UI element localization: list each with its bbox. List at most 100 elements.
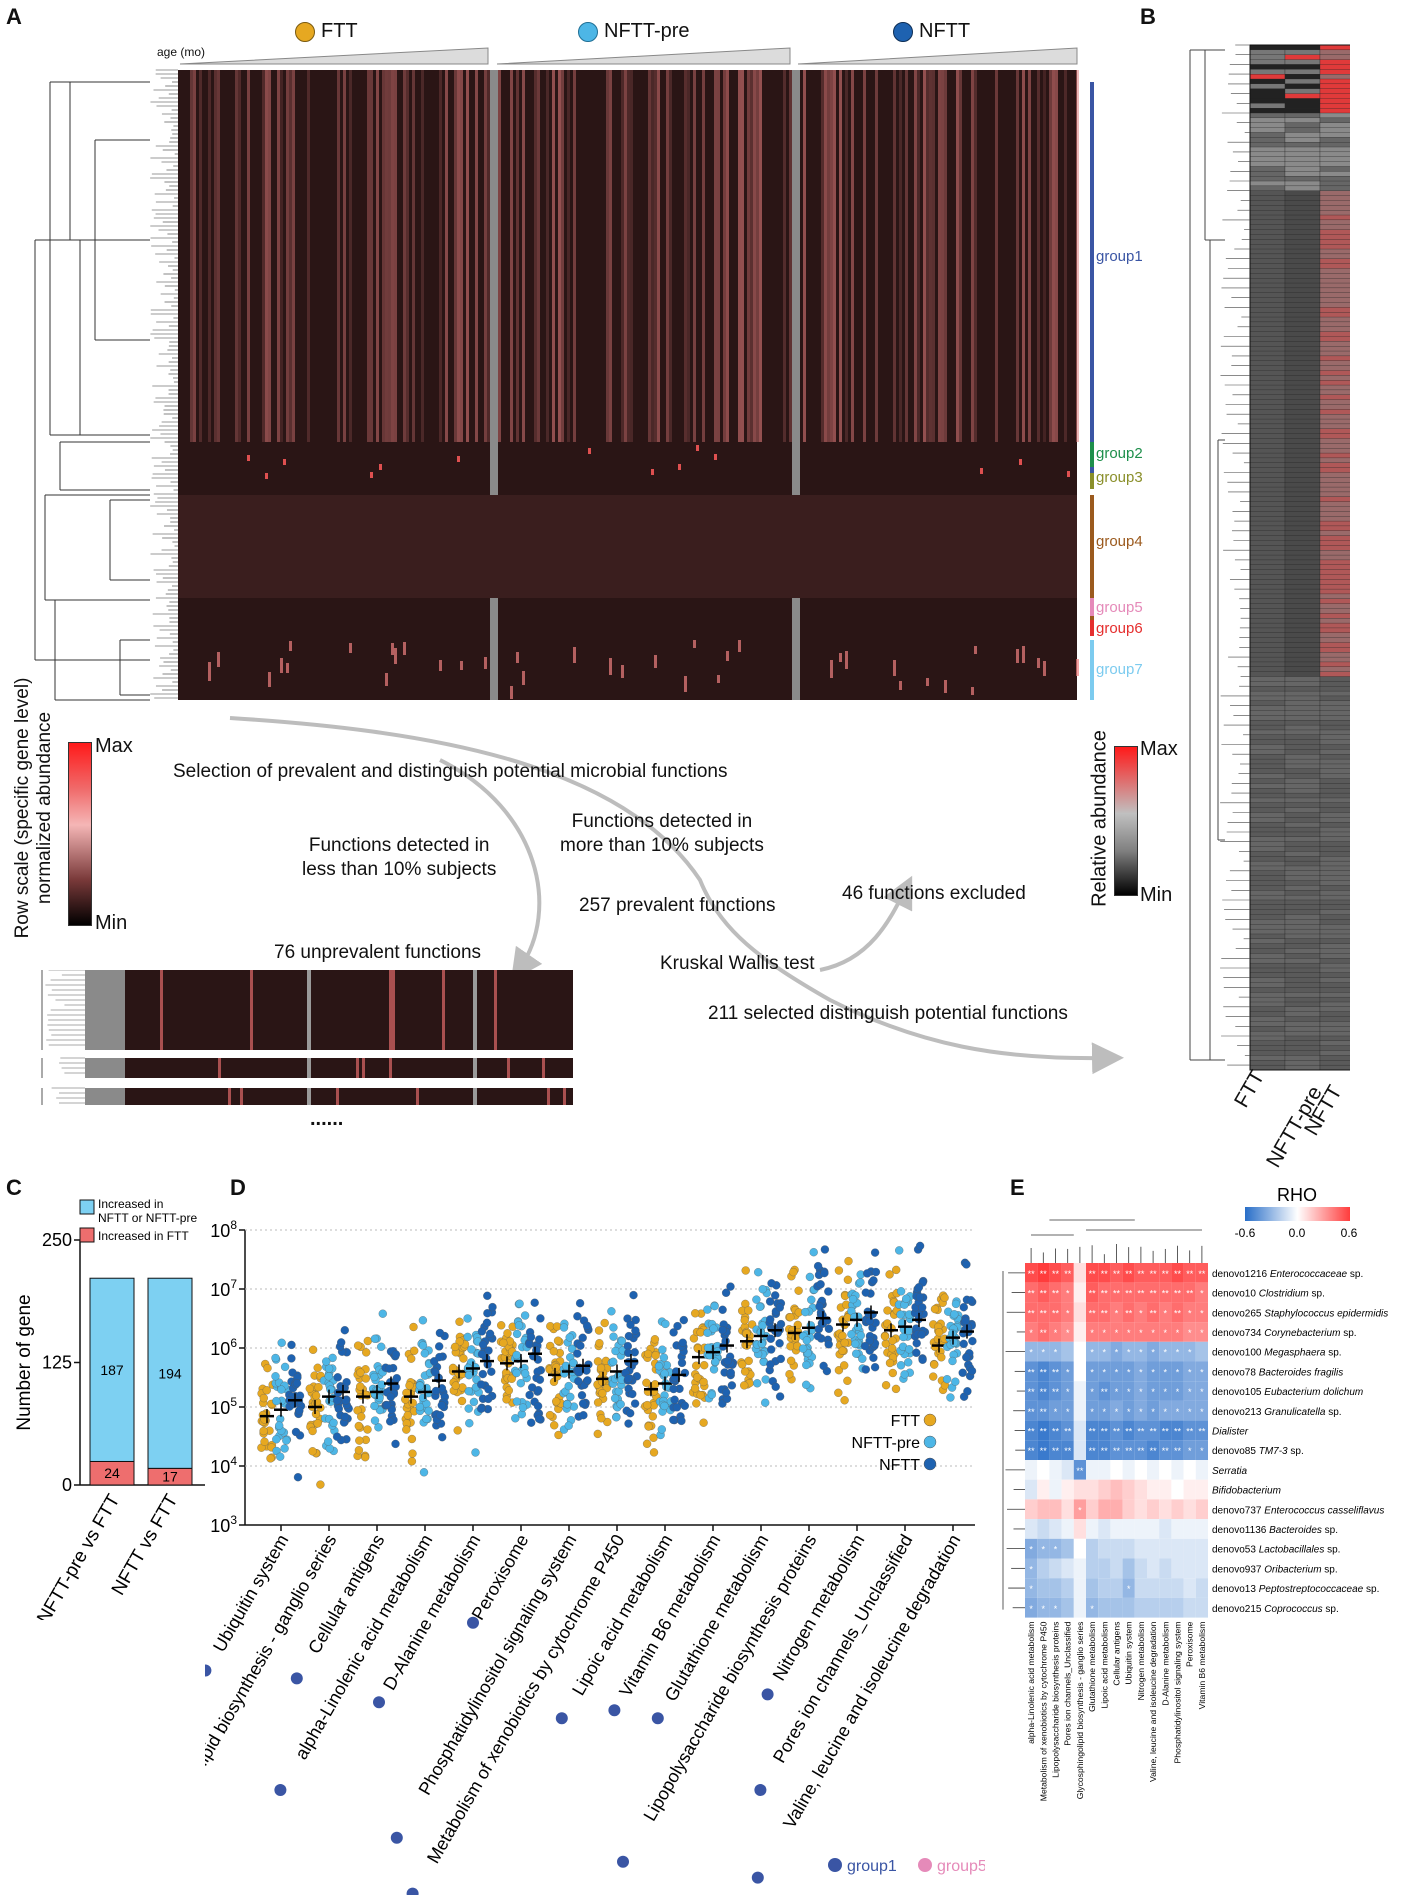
e-heatmap-cell <box>1122 1440 1135 1460</box>
panel-b-heatmap-cell <box>1284 491 1321 498</box>
heatmap-cell <box>783 70 786 442</box>
mini-heatmap-cell <box>336 1088 339 1105</box>
e-row-label: denovo265 Staphylococcus epidermidis <box>1212 1308 1388 1319</box>
cluster-bar-group4 <box>1090 495 1094 635</box>
e-heatmap-cell <box>1183 1440 1196 1460</box>
e-significance-mark: * <box>1139 1308 1143 1318</box>
e-heatmap-cell <box>1195 1460 1208 1480</box>
panel-b-heatmap-cell <box>1284 389 1321 396</box>
panel-b-heatmap-cell <box>1284 953 1321 959</box>
panel-b-heatmap-cell <box>1319 588 1350 595</box>
d-data-point <box>758 1321 767 1330</box>
e-significance-mark: * <box>1066 1308 1070 1318</box>
heatmap-cell <box>235 70 238 442</box>
d-data-point <box>403 1411 412 1420</box>
e-heatmap-cell <box>1037 1341 1050 1362</box>
panel-b-heatmap-cell <box>1319 885 1350 891</box>
panel-b-heatmap-cell <box>1284 647 1321 653</box>
heatmap-cell <box>693 640 696 648</box>
panel-b-heatmap-cell <box>1319 137 1350 143</box>
panel-b-heatmap-cell <box>1284 486 1321 493</box>
e-significance-mark: * <box>1139 1387 1143 1397</box>
panel-b-svg <box>1189 44 1350 1071</box>
panel-b-heatmap-cell <box>1284 78 1321 85</box>
cluster-label-group4: group4 <box>1096 533 1143 550</box>
panel-a-legend-bar <box>68 742 92 926</box>
panel-b-heatmap-cell <box>1319 661 1350 668</box>
d-data-point <box>575 1299 585 1308</box>
e-significance-mark: ** <box>1064 1269 1072 1279</box>
d-data-point <box>658 1345 667 1354</box>
panel-b-heatmap-cell <box>1319 93 1350 99</box>
e-heatmap-cell <box>1061 1263 1074 1283</box>
mini-heatmap-cell <box>547 1088 550 1105</box>
panel-b-heatmap-cell <box>1319 987 1350 993</box>
heatmap-cell <box>845 651 848 669</box>
e-significance-mark: * <box>1188 1387 1192 1397</box>
d-data-point <box>386 1392 395 1401</box>
e-heatmap-cell <box>1147 1282 1160 1303</box>
d-data-point <box>680 1401 689 1410</box>
panel-b-heatmap-cell <box>1319 69 1350 75</box>
d-data-point <box>293 1473 303 1482</box>
panel-b-heatmap-cell <box>1284 501 1321 507</box>
heatmap-cell <box>1016 70 1019 442</box>
e-heatmap-cell <box>1147 1341 1160 1362</box>
e-significance-mark: ** <box>1101 1269 1109 1279</box>
heatmap-cell <box>561 70 564 442</box>
d-data-point <box>961 1316 970 1326</box>
panel-b-heatmap-cell <box>1249 613 1286 619</box>
e-heatmap-cell <box>1110 1361 1123 1382</box>
d-legend-dot-icon <box>923 1413 937 1427</box>
d-data-point <box>754 1268 763 1277</box>
e-heatmap-cell <box>1073 1519 1086 1539</box>
panel-b-heatmap-cell <box>1319 564 1350 570</box>
panel-b-heatmap-cell <box>1284 88 1321 94</box>
e-heatmap-cell <box>1098 1302 1111 1323</box>
panel-b-heatmap-cell <box>1284 982 1321 988</box>
e-significance-mark: ** <box>1101 1446 1109 1456</box>
e-heatmap-cell <box>1171 1361 1184 1382</box>
d-data-point <box>564 1381 573 1391</box>
heatmap-cell <box>268 672 271 687</box>
e-significance-mark: * <box>1200 1289 1204 1299</box>
e-row-label: denovo53 Lactobacillales sp. <box>1212 1545 1340 1556</box>
panel-b-heatmap-cell <box>1284 1060 1321 1066</box>
panel-b-heatmap-cell <box>1319 384 1350 391</box>
d-data-point <box>520 1311 530 1320</box>
d-data-point <box>337 1338 346 1347</box>
panel-b-heatmap-cell <box>1319 161 1350 167</box>
panel-b-heatmap-cell <box>1249 166 1286 172</box>
panel-b-heatmap-cell <box>1284 962 1321 969</box>
panel-b-heatmap-cell <box>1284 637 1321 643</box>
panel-b-heatmap-cell <box>1284 156 1321 162</box>
panel-b-heatmap-cell <box>1319 127 1350 133</box>
panel-b-heatmap-cell <box>1319 758 1350 765</box>
heatmap-cell <box>247 455 250 461</box>
panel-b-heatmap-cell <box>1284 836 1321 843</box>
e-heatmap-cell <box>1183 1282 1196 1303</box>
panel-b-heatmap-cell <box>1249 263 1286 269</box>
e-heatmap-cell <box>1098 1361 1111 1382</box>
panel-b-heatmap-cell <box>1319 656 1350 663</box>
d-data-point <box>918 1303 927 1312</box>
panel-b-heatmap-cell <box>1319 263 1350 269</box>
d-data-point <box>324 1437 333 1446</box>
panel-b-heatmap-cell <box>1249 987 1286 993</box>
d-data-point <box>624 1374 633 1383</box>
panel-b-heatmap-cell <box>1249 992 1286 998</box>
panel-b-heatmap-cell <box>1284 253 1321 260</box>
panel-b-heatmap-cell <box>1249 792 1286 799</box>
panel-b-heatmap-cell <box>1319 909 1350 915</box>
d-data-point <box>865 1316 874 1326</box>
e-significance-mark: * <box>1139 1367 1143 1377</box>
e-row-id: denovo10 <box>1212 1289 1259 1300</box>
d-data-point <box>648 1412 657 1421</box>
panel-b-heatmap-cell <box>1284 545 1321 551</box>
e-heatmap-cell <box>1134 1460 1147 1480</box>
panel-b-heatmap-cell <box>1249 370 1286 376</box>
panel-b-heatmap-cell <box>1249 64 1286 70</box>
e-heatmap-cell <box>1086 1460 1099 1480</box>
panel-b-heatmap-cell <box>1284 826 1321 833</box>
panel-b-heatmap-cell <box>1284 195 1321 201</box>
